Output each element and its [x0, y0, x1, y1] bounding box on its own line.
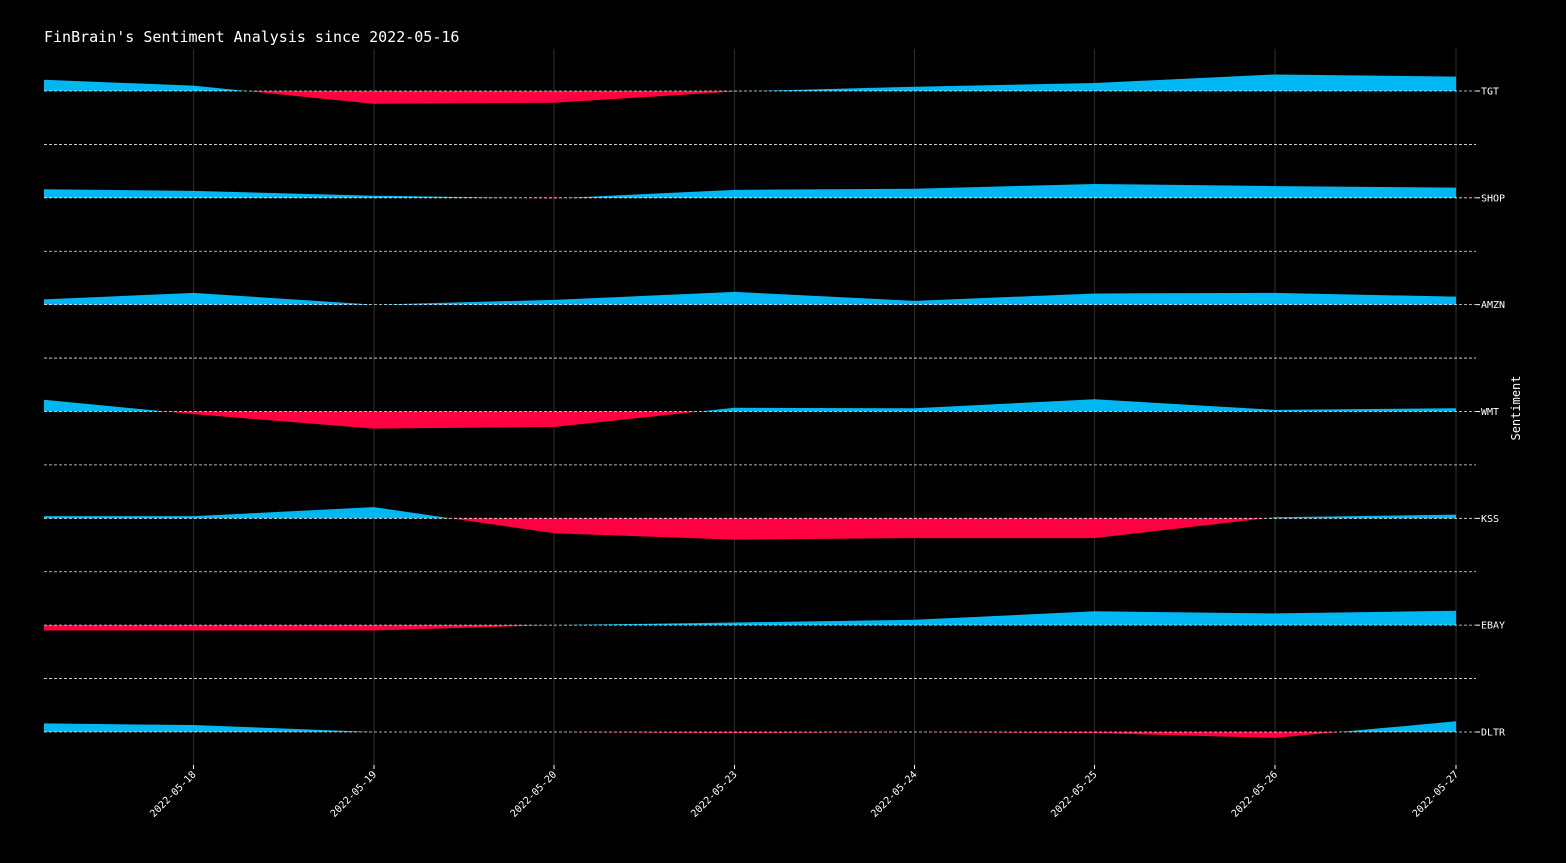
x-tick-label: 2022-05-26 [1230, 769, 1280, 819]
ticker-label-tgt: TGT [1481, 87, 1499, 98]
date-tick-labels: 2022-05-18 2022-05-19 2022-05-20 2022-05-23… [148, 765, 1461, 820]
ticker-label-wmt: WMT [1481, 407, 1499, 418]
negative-area-ebay [44, 625, 1456, 631]
ticker-label-shop: SHOP [1481, 193, 1505, 204]
negative-area-dltr [44, 731, 1456, 738]
positive-area-dltr [44, 721, 1456, 732]
ticker-label-dltr: DLTR [1481, 727, 1506, 738]
chart-title: FinBrain's Sentiment Analysis since 2022… [44, 28, 460, 46]
x-tick-label: 2022-05-23 [689, 769, 739, 819]
negative-area-wmt [44, 411, 1456, 429]
horizontal-gridlines [44, 90, 1480, 733]
negative-area-kss [44, 518, 1456, 540]
sentiment-areas [44, 74, 1456, 738]
x-tick-label: 2022-05-19 [329, 769, 379, 819]
positive-area-wmt [44, 399, 1456, 412]
x-tick-label: 2022-05-18 [148, 769, 198, 819]
positive-area-tgt [44, 74, 1456, 91]
ticker-label-kss: KSS [1481, 514, 1499, 525]
ticker-label-ebay: EBAY [1481, 621, 1505, 632]
y-axis-label: Sentiment [1509, 375, 1523, 440]
positive-area-shop [44, 183, 1456, 198]
ticker-label-amzn: AMZN [1481, 300, 1505, 311]
positive-area-amzn [44, 291, 1456, 305]
vertical-gridlines [192, 49, 1457, 765]
x-tick-label: 2022-05-27 [1411, 769, 1461, 819]
negative-area-tgt [44, 91, 1456, 104]
x-tick-label: 2022-05-20 [509, 769, 559, 819]
ticker-labels: TGT SHOP AMZN WMT KSS EBAY DLTR [1481, 87, 1506, 739]
x-tick-label: 2022-05-25 [1049, 769, 1099, 819]
positive-area-ebay [44, 610, 1456, 626]
positive-area-kss [44, 507, 1456, 519]
x-tick-label: 2022-05-24 [869, 769, 919, 819]
